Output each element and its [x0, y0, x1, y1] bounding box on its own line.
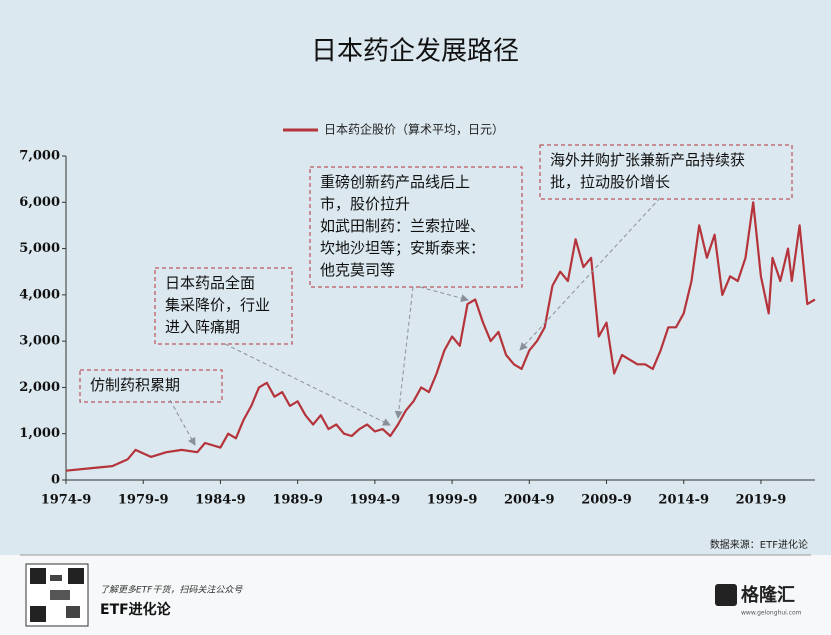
y-tick-label: 1,000 [19, 426, 60, 441]
brand-site: www.gelonghui.com [741, 610, 802, 617]
annotation-text: 重磅创新药产品线后上 [320, 173, 470, 191]
annotation-text: 日本药品全面 [165, 274, 255, 292]
annotation-text: 海外并购扩张兼新产品持续获 [550, 151, 745, 169]
footer-background [0, 555, 831, 635]
y-tick-label: 4,000 [19, 287, 60, 302]
annotation-text: 如武田制药：兰索拉唑、 [320, 217, 485, 235]
annotation-arrow [419, 286, 469, 303]
chart-background [0, 0, 831, 555]
annotation-arrow [224, 343, 391, 426]
y-tick-label: 5,000 [19, 241, 60, 256]
y-tick-label: 3,000 [19, 334, 60, 349]
price-line [65, 201, 816, 472]
x-tick-label: 2009-9 [581, 493, 632, 508]
x-tick-label: 2004-9 [504, 493, 555, 508]
annotation-box [309, 166, 523, 288]
y-tick-label: 0 [51, 473, 60, 488]
x-tick-label: 1974-9 [41, 493, 92, 508]
footer-account: ETF进化论 [100, 601, 172, 618]
x-tick-label: 1994-9 [350, 493, 401, 508]
annotation-text: 他克莫司等 [320, 261, 395, 279]
x-tick-label: 2014-9 [658, 493, 709, 508]
x-tick-label: 1979-9 [118, 493, 169, 508]
annotation-text: 仿制药积累期 [90, 376, 180, 394]
y-tick-label: 7,000 [19, 149, 60, 164]
annotation-text: 进入阵痛期 [165, 318, 240, 336]
y-tick-label: 2,000 [19, 380, 60, 395]
annotation-box [539, 144, 793, 200]
chart-title: 日本药企发展路径 [311, 37, 519, 67]
x-tick-label: 2019-9 [736, 493, 787, 508]
annotation-text: 坎地沙坦等；安斯泰来： [320, 239, 485, 257]
brand-name: 格隆汇 [741, 584, 795, 606]
footer-tagline: 了解更多ETF干货，扫码关注公众号 [100, 585, 243, 596]
x-tick-label: 1989-9 [272, 493, 323, 508]
annotation-box [154, 267, 293, 345]
annotation-box [79, 369, 223, 403]
qr-code [25, 563, 89, 627]
y-tick-label: 6,000 [19, 195, 60, 210]
x-tick-label: 1984-9 [195, 493, 246, 508]
annotation-text: 批，拉动股价增长 [550, 173, 670, 191]
source: 数据来源：ETF进化论 [710, 538, 808, 551]
annotation-text: 市，股价拉升 [320, 195, 410, 213]
legend-label: 日本药企股价（算术平均，日元） [324, 122, 504, 137]
annotation-arrow [394, 286, 414, 419]
annotation-arrow [169, 399, 196, 446]
annotation-text: 集采降价，行业 [165, 296, 270, 314]
brand-logo [715, 584, 737, 606]
x-tick-label: 1999-9 [427, 493, 478, 508]
